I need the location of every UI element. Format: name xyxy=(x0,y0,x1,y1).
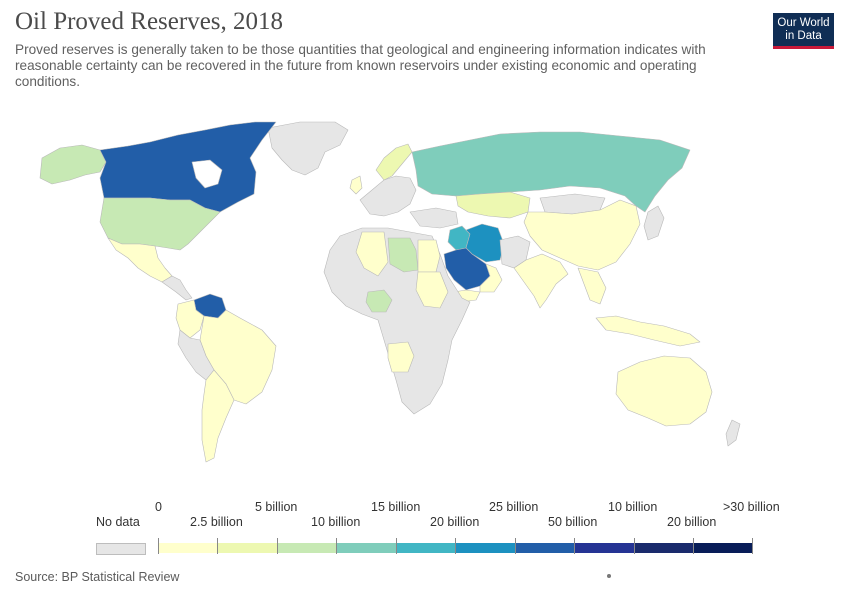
legend-bin-6[interactable] xyxy=(455,543,515,553)
country-kazakhstan[interactable] xyxy=(455,191,531,219)
country-new-zealand[interactable] xyxy=(725,419,741,447)
legend-bin-5[interactable] xyxy=(396,543,455,553)
legend-label-top-5: >30 billion xyxy=(723,500,780,514)
country-china[interactable] xyxy=(523,199,641,271)
legend-bin-3[interactable] xyxy=(277,543,336,553)
legend-tick xyxy=(277,538,278,554)
hudson-bay xyxy=(191,159,223,189)
legend-label-bottom-1: 10 billion xyxy=(311,515,361,529)
legend-tick xyxy=(634,538,635,554)
legend-no-data-label: No data xyxy=(96,515,140,529)
country-alaska[interactable] xyxy=(39,144,107,185)
source-note[interactable]: Source: BP Statistical Review xyxy=(15,570,180,584)
legend-no-data-swatch[interactable] xyxy=(96,543,146,555)
legend-label-top-1: 5 billion xyxy=(255,500,298,514)
legend-tick xyxy=(574,538,575,554)
legend-label-bottom-4: 20 billion xyxy=(667,515,717,529)
legend-tick xyxy=(336,538,337,554)
timeline-dot[interactable] xyxy=(607,574,611,578)
legend-tick xyxy=(396,538,397,554)
legend-label-top-3: 25 billion xyxy=(489,500,539,514)
chart-title: Oil Proved Reserves, 2018 xyxy=(15,8,284,35)
chart-subtitle: Proved reserves is generally taken to be… xyxy=(15,42,706,89)
legend-label-bottom-0: 2.5 billion xyxy=(190,515,243,529)
legend-label-top-2: 15 billion xyxy=(371,500,421,514)
country-nigeria[interactable] xyxy=(365,289,393,313)
country-angola[interactable] xyxy=(387,341,415,373)
legend-tick xyxy=(515,538,516,554)
country-central-america[interactable] xyxy=(161,275,193,301)
country-oman[interactable] xyxy=(479,263,503,293)
country-india[interactable] xyxy=(513,253,569,309)
region-europe[interactable] xyxy=(359,175,417,217)
legend-bin-2[interactable] xyxy=(217,543,277,553)
legend-tick xyxy=(752,538,753,554)
country-egypt[interactable] xyxy=(417,239,441,273)
logo-line-1: Our World xyxy=(777,17,830,29)
legend-bin-1[interactable] xyxy=(158,543,217,553)
legend-bin-4[interactable] xyxy=(336,543,396,553)
country-japan[interactable] xyxy=(643,205,665,241)
legend-bin-9[interactable] xyxy=(634,543,693,553)
country-norway[interactable] xyxy=(375,143,413,181)
legend-label-top-0: 0 xyxy=(155,500,162,514)
legend-tick xyxy=(217,538,218,554)
country-sudan[interactable] xyxy=(415,271,449,309)
country-southeast-asia[interactable] xyxy=(577,267,607,305)
legend-tick xyxy=(455,538,456,554)
country-uk[interactable] xyxy=(349,175,363,195)
country-greenland[interactable] xyxy=(267,121,349,176)
legend-tick xyxy=(693,538,694,554)
legend-tick xyxy=(158,538,159,554)
country-algeria[interactable] xyxy=(355,231,389,277)
country-argentina[interactable] xyxy=(201,369,235,463)
region-turkey[interactable] xyxy=(409,207,459,229)
world-map xyxy=(39,121,741,463)
legend-label-bottom-3: 50 billion xyxy=(548,515,598,529)
legend-label-bottom-2: 20 billion xyxy=(430,515,480,529)
legend-label-top-4: 10 billion xyxy=(608,500,658,514)
country-iran[interactable] xyxy=(465,223,505,263)
logo-line-2: in Data xyxy=(785,30,822,42)
owid-logo[interactable]: Our World in Data xyxy=(773,13,834,49)
legend-bin-7[interactable] xyxy=(515,543,574,553)
country-australia[interactable] xyxy=(615,355,713,427)
country-indonesia[interactable] xyxy=(595,315,701,347)
country-colombia[interactable] xyxy=(175,299,205,339)
legend-bin-10[interactable] xyxy=(693,543,752,553)
legend-bin-8[interactable] xyxy=(574,543,634,553)
